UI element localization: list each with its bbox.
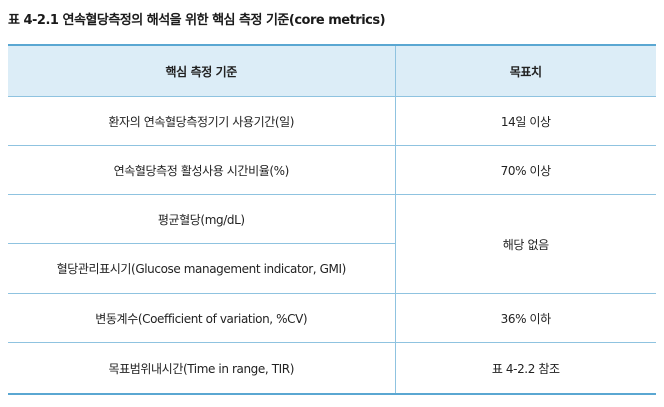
target-cell: 14일 이상 bbox=[394, 96, 656, 146]
metric-cell: 혈당관리표시기(Glucose management indicator, GM… bbox=[8, 243, 395, 294]
target-cell: 70% 이상 bbox=[394, 145, 656, 195]
table-header-row: 핵심 측정 기준 목표치 bbox=[8, 44, 656, 97]
core-metrics-table: 핵심 측정 기준 목표치 환자의 연속혈당측정기기 사용기간(일) 14일 이상… bbox=[8, 44, 656, 395]
metric-cell: 환자의 연속혈당측정기기 사용기간(일) bbox=[8, 96, 395, 146]
target-cell: 표 4-2.2 참조 bbox=[394, 342, 656, 395]
metric-cell: 변동계수(Coefficient of variation, %CV) bbox=[8, 293, 395, 343]
table-row: 환자의 연속혈당측정기기 사용기간(일) 14일 이상 bbox=[8, 96, 656, 146]
target-cell-merged: 해당 없음 bbox=[394, 194, 656, 294]
header-target: 목표치 bbox=[394, 44, 656, 97]
metric-cell: 목표범위내시간(Time in range, TIR) bbox=[8, 342, 395, 395]
table-caption: 표 4-2.1 연속혈당측정의 해석을 위한 핵심 측정 기준(core met… bbox=[8, 13, 386, 28]
metric-cell: 연속혈당측정 활성사용 시간비율(%) bbox=[8, 145, 395, 195]
table-row: 변동계수(Coefficient of variation, %CV) 36% … bbox=[8, 293, 656, 343]
table-row: 목표범위내시간(Time in range, TIR) 표 4-2.2 참조 bbox=[8, 342, 656, 395]
metric-cell: 평균혈당(mg/dL) bbox=[8, 194, 395, 244]
table-row: 혈당관리표시기(Glucose management indicator, GM… bbox=[8, 243, 656, 294]
target-cell: 36% 이하 bbox=[394, 293, 656, 343]
table-row: 평균혈당(mg/dL) 해당 없음 bbox=[8, 194, 656, 294]
table-row: 연속혈당측정 활성사용 시간비율(%) 70% 이상 bbox=[8, 145, 656, 195]
header-metric: 핵심 측정 기준 bbox=[8, 44, 395, 97]
